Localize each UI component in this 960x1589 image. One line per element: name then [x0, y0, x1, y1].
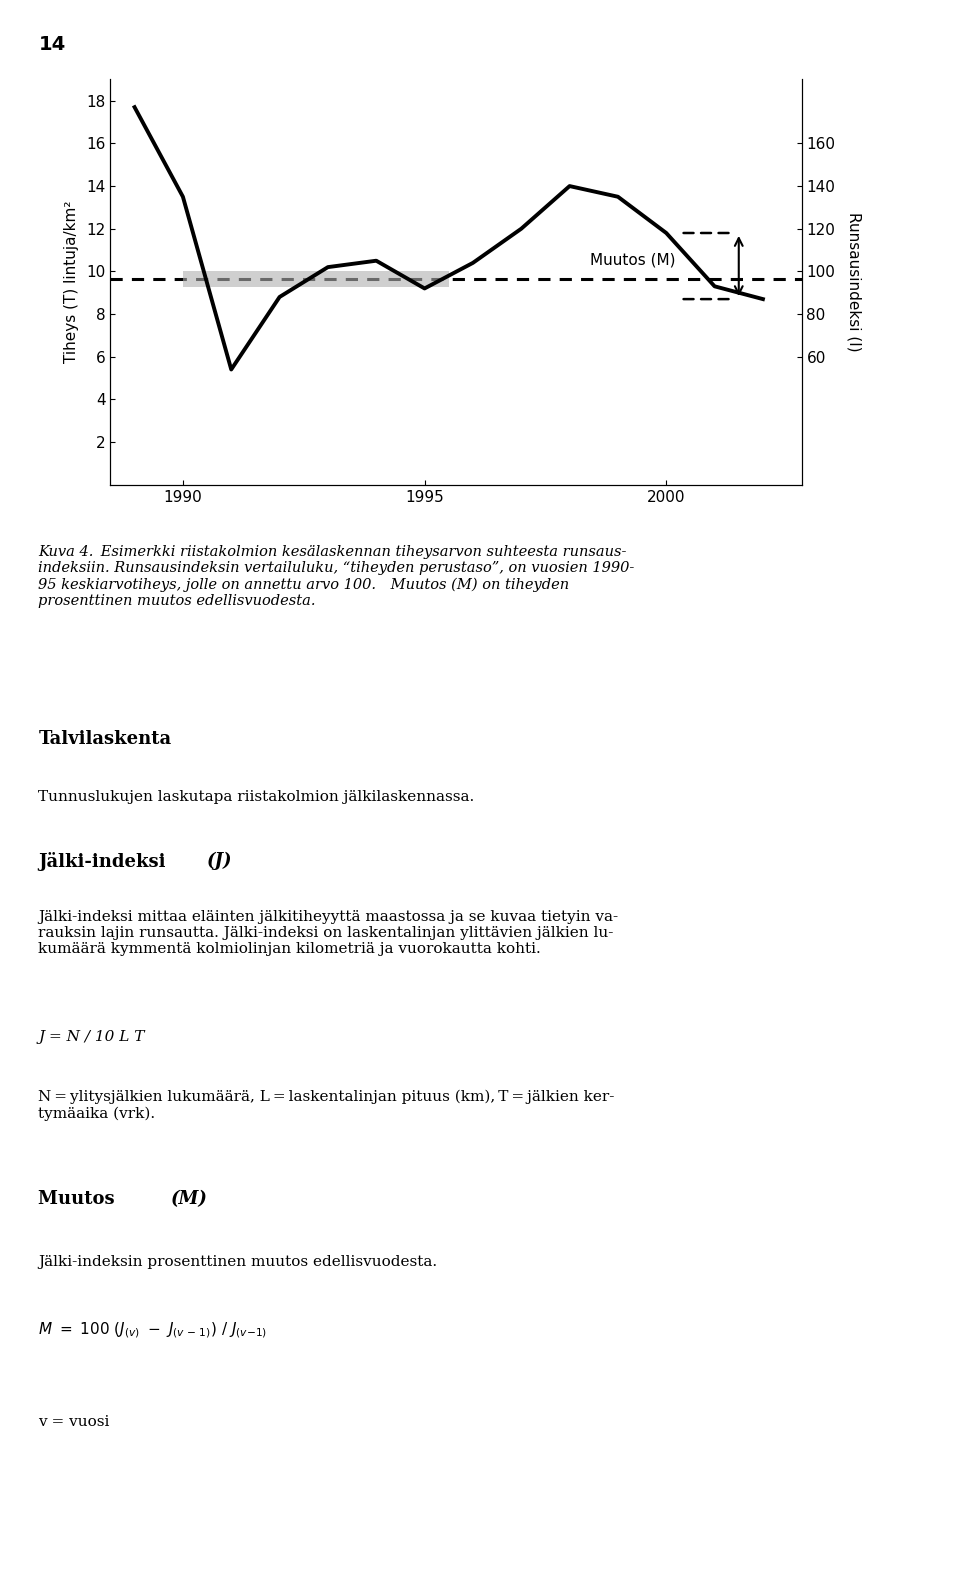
Text: Jälki-indeksi mittaa eläinten jälkitiheyyttä maastossa ja se kuvaa tietyin va-
r: Jälki-indeksi mittaa eläinten jälkitihey…	[38, 910, 618, 957]
Text: N = ylitysjälkien lukumäärä, L = laskentalinjan pituus (km), T = jälkien ker-
ty: N = ylitysjälkien lukumäärä, L = laskent…	[38, 1090, 614, 1122]
Text: Jälki-indeksi: Jälki-indeksi	[38, 852, 172, 871]
Text: Muutos (M): Muutos (M)	[589, 253, 675, 267]
Text: v = vuosi: v = vuosi	[38, 1414, 109, 1429]
Text: $M\ =\ 100\ (J_{(v)}\ -\ J_{(v\ \mathit{-}\ 1)})\ /\ J_{(v\mathit{-}1)}$: $M\ =\ 100\ (J_{(v)}\ -\ J_{(v\ \mathit{…	[38, 1320, 268, 1340]
Text: Muutos: Muutos	[38, 1190, 131, 1208]
Text: 14: 14	[38, 35, 65, 54]
Y-axis label: Tiheys (T) lintuja/km²: Tiheys (T) lintuja/km²	[64, 200, 80, 364]
Text: Kuva 4. Esimerkki riistakolmion kesälaskennan tiheysarvon suhteesta runsaus-
ind: Kuva 4. Esimerkki riistakolmion kesälask…	[38, 545, 635, 609]
Text: (J): (J)	[206, 852, 232, 871]
Y-axis label: Runsausindeksi (I): Runsausindeksi (I)	[847, 213, 861, 351]
Text: (M): (M)	[171, 1190, 207, 1208]
Bar	[183, 270, 448, 288]
Text: Jälki-indeksin prosenttinen muutos edellisvuodesta.: Jälki-indeksin prosenttinen muutos edell…	[38, 1255, 438, 1270]
Text: Talvilaskenta: Talvilaskenta	[38, 729, 172, 748]
Text: J = N / 10 L T: J = N / 10 L T	[38, 1030, 145, 1044]
Text: Tunnuslukujen laskutapa riistakolmion jälkilaskennassa.: Tunnuslukujen laskutapa riistakolmion jä…	[38, 790, 474, 804]
